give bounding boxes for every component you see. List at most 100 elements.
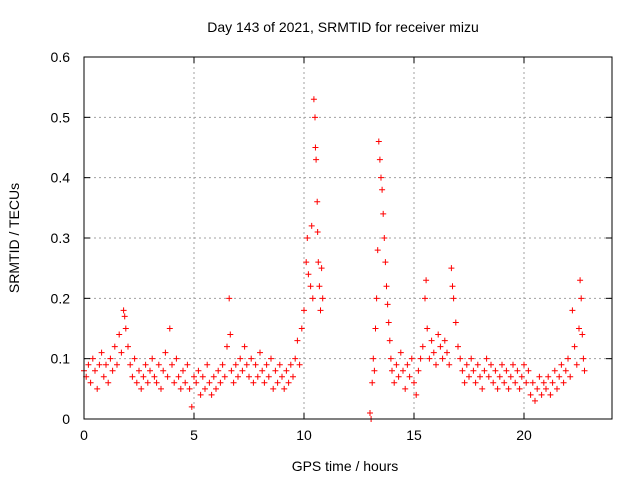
data-point: [419, 343, 426, 350]
data-point: [310, 96, 317, 103]
data-point: [202, 385, 208, 392]
data-point: [373, 295, 380, 302]
data-point: [254, 373, 261, 380]
data-point: [142, 361, 149, 368]
data-point: [305, 271, 312, 278]
data-point: [485, 373, 492, 380]
data-point: [565, 355, 571, 362]
data-point: [423, 277, 430, 284]
data-point: [191, 373, 197, 380]
data-point: [127, 361, 134, 368]
data-point: [318, 265, 325, 272]
data-point: [193, 379, 200, 386]
data-point: [569, 307, 576, 314]
data-point: [505, 385, 512, 392]
data-point: [406, 373, 413, 380]
data-point: [459, 367, 466, 374]
data-point: [417, 355, 424, 362]
data-point: [474, 361, 481, 368]
data-point: [257, 349, 263, 356]
data-point: [219, 361, 226, 368]
data-point: [184, 361, 191, 368]
data-point: [385, 319, 392, 326]
data-point: [435, 331, 442, 338]
data-point: [543, 385, 549, 392]
data-point: [147, 367, 153, 374]
data-point: [397, 349, 404, 356]
data-point: [89, 355, 96, 362]
data-point: [372, 325, 379, 332]
data-point: [579, 331, 586, 338]
x-tick-label: 10: [296, 427, 312, 443]
data-point: [393, 361, 400, 368]
y-tick-label: 0: [62, 411, 70, 427]
data-point: [426, 355, 433, 362]
data-point: [237, 355, 244, 362]
data-point: [540, 379, 547, 386]
data-point: [290, 373, 296, 380]
data-point: [144, 379, 151, 386]
data-point: [514, 367, 521, 374]
data-point: [384, 301, 391, 308]
data-point: [479, 385, 486, 392]
data-point: [153, 379, 160, 386]
y-tick-label: 0.1: [51, 351, 71, 367]
data-point: [248, 355, 255, 362]
data-point: [545, 373, 552, 380]
data-point: [272, 367, 279, 374]
data-point: [449, 283, 456, 290]
y-tick-label: 0.2: [51, 290, 71, 306]
data-point: [263, 361, 270, 368]
data-point: [577, 277, 584, 284]
data-point: [276, 361, 283, 368]
data-point: [422, 295, 428, 302]
data-point: [250, 379, 257, 386]
data-point: [287, 361, 294, 368]
x-tick-label: 15: [406, 427, 422, 443]
data-point: [177, 385, 184, 392]
data-point: [312, 114, 318, 121]
data-point: [562, 367, 569, 374]
data-point: [452, 319, 459, 326]
data-point: [369, 379, 376, 386]
y-tick-label: 0.6: [51, 49, 71, 65]
y-tick-label: 0.5: [51, 109, 71, 125]
data-point: [450, 295, 457, 302]
data-point: [162, 349, 169, 356]
data-point: [206, 379, 213, 386]
data-point: [466, 373, 472, 380]
data-point: [317, 307, 324, 314]
data-point: [580, 355, 587, 362]
data-point: [536, 373, 543, 380]
data-point: [199, 373, 206, 380]
data-point: [226, 295, 233, 302]
data-point: [294, 337, 301, 344]
data-point: [560, 379, 567, 386]
data-point: [510, 361, 516, 368]
y-tick-labels: 0 0.1 0.2 0.3 0.4 0.5 0.6: [51, 49, 71, 427]
data-point: [367, 409, 373, 416]
data-point: [532, 397, 538, 404]
data-point: [411, 379, 417, 386]
y-tick-label: 0.4: [51, 170, 71, 186]
data-point: [252, 361, 259, 368]
data-point: [516, 385, 523, 392]
data-point: [303, 259, 310, 266]
data-point: [195, 367, 202, 374]
data-point: [379, 186, 386, 193]
data-point: [261, 379, 268, 386]
data-point: [169, 361, 175, 368]
data-point: [96, 361, 103, 368]
data-point: [136, 367, 142, 374]
axis-ticks: [83, 56, 612, 420]
x-tick-label: 5: [190, 427, 198, 443]
data-point: [386, 337, 393, 344]
data-point: [549, 379, 556, 386]
data-point: [120, 307, 127, 314]
data-point: [395, 373, 402, 380]
data-point: [140, 373, 147, 380]
data-point: [381, 235, 388, 241]
data-point: [496, 373, 503, 380]
data-point: [315, 259, 322, 266]
